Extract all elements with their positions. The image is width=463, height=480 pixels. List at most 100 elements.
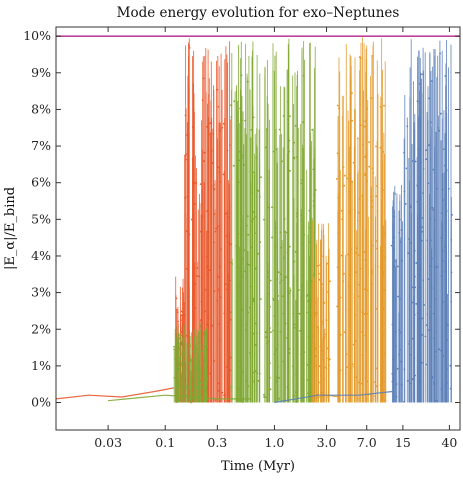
- burst-point: [432, 168, 434, 171]
- burst-point: [283, 256, 285, 259]
- burst-point: [365, 398, 368, 401]
- burst-point: [232, 164, 235, 167]
- burst-point: [186, 134, 189, 136]
- burst-point: [229, 386, 232, 388]
- burst-point: [425, 363, 428, 366]
- burst-point: [375, 308, 377, 310]
- burst-point: [213, 188, 216, 190]
- burst-point: [293, 156, 295, 159]
- burst-point: [335, 178, 338, 180]
- burst-point: [288, 150, 290, 153]
- burst-point: [214, 230, 217, 233]
- series-3-burst-2: [335, 44, 354, 403]
- burst-point: [353, 296, 356, 299]
- burst-point: [425, 149, 428, 152]
- burst-point: [407, 252, 410, 255]
- burst-point: [284, 322, 287, 325]
- chart-title: Mode energy evolution for exo–Neptunes: [117, 5, 400, 21]
- burst-point: [272, 297, 274, 300]
- y-tick-label: 1%: [31, 358, 51, 373]
- burst-point: [194, 307, 197, 309]
- burst-point: [354, 340, 357, 342]
- burst-point: [185, 153, 188, 156]
- burst-point: [425, 158, 428, 161]
- burst-point: [198, 275, 201, 278]
- axis-ticks: 0% 1% 2% 3% 4% 5% 6% 7% 8% 9% 10% 0.03 0.1 0.3 1.0 3.0 7…: [23, 27, 460, 450]
- burst-point: [340, 254, 343, 257]
- x-tick-label: 0.03: [94, 435, 122, 450]
- burst-point: [203, 151, 206, 154]
- burst-point: [427, 182, 430, 185]
- burst-point: [292, 312, 294, 315]
- burst-point: [201, 382, 204, 384]
- burst-point: [279, 273, 282, 276]
- burst-point: [289, 289, 292, 292]
- burst-point: [255, 267, 257, 270]
- burst-point: [353, 208, 356, 211]
- burst-point: [408, 238, 410, 240]
- burst-point: [212, 133, 215, 135]
- burst-point: [399, 241, 402, 243]
- burst-point: [325, 319, 328, 322]
- burst-point: [430, 121, 433, 124]
- burst-point: [305, 295, 308, 297]
- x-tick-label: 40: [441, 435, 457, 450]
- burst-point: [180, 310, 183, 313]
- burst-point: [193, 391, 196, 394]
- x-tick-label: 0.3: [207, 435, 227, 450]
- burst-point: [337, 232, 339, 234]
- burst-point: [190, 401, 192, 404]
- burst-point: [355, 271, 357, 274]
- burst-point: [432, 312, 435, 315]
- y-tick-label: 10%: [23, 28, 51, 43]
- burst-point: [252, 116, 255, 119]
- burst-point: [203, 376, 206, 379]
- burst-point: [308, 241, 311, 243]
- burst-point: [195, 181, 198, 184]
- burst-point: [382, 270, 385, 273]
- burst-point: [431, 377, 433, 379]
- burst-point: [429, 217, 432, 220]
- burst-point: [188, 44, 191, 47]
- burst-point: [350, 247, 352, 250]
- burst-point: [423, 304, 425, 306]
- burst-point: [296, 315, 299, 318]
- burst-point: [444, 75, 447, 77]
- burst-point: [284, 276, 287, 279]
- burst-point: [340, 209, 343, 212]
- burst-point: [244, 119, 247, 122]
- burst-point: [178, 347, 181, 350]
- burst-point: [254, 370, 257, 372]
- burst-point: [363, 288, 366, 291]
- burst-point: [361, 195, 364, 197]
- burst-point: [235, 300, 238, 303]
- burst-point: [288, 292, 291, 294]
- x-tick-label: 1.0: [264, 435, 284, 450]
- burst-point: [418, 124, 421, 127]
- burst-point: [203, 378, 206, 381]
- burst-point: [226, 149, 229, 152]
- burst-point: [175, 353, 178, 355]
- burst-point: [357, 137, 359, 140]
- burst-point: [221, 126, 224, 129]
- burst-point: [239, 360, 242, 363]
- burst-point: [277, 295, 279, 297]
- burst-point: [174, 334, 177, 336]
- burst-point: [213, 213, 216, 215]
- burst-point: [263, 396, 265, 398]
- burst-point: [180, 334, 183, 337]
- burst-point: [413, 356, 416, 359]
- burst-point: [357, 397, 359, 400]
- burst-point: [409, 205, 412, 208]
- burst-point: [192, 394, 195, 397]
- burst-point: [195, 275, 198, 277]
- burst-point: [400, 229, 403, 231]
- burst-point: [218, 339, 221, 342]
- burst-point: [252, 371, 255, 374]
- burst-point: [414, 160, 417, 163]
- burst-point: [195, 396, 197, 399]
- burst-point: [196, 267, 199, 269]
- series-2-burst-3: [239, 41, 262, 403]
- burst-point: [416, 200, 419, 203]
- burst-point: [289, 115, 291, 118]
